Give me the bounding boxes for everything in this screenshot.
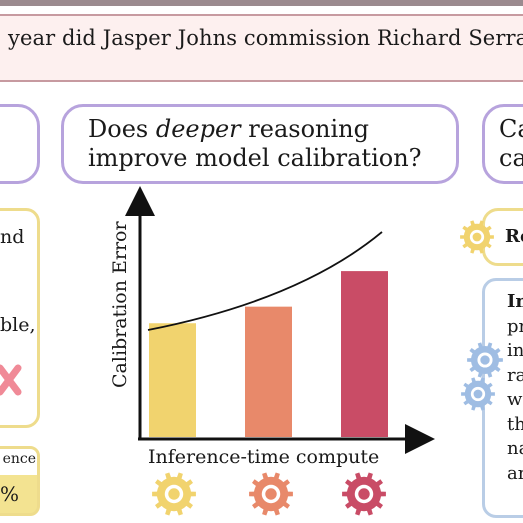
right-card-line: pr xyxy=(507,315,523,337)
trend-curve xyxy=(147,231,383,331)
left-badge-label: ence xyxy=(2,451,36,467)
gear-icon xyxy=(249,472,293,516)
y-axis-label: Calibration Error xyxy=(109,221,131,388)
left-badge-header xyxy=(0,449,37,475)
gear-icon xyxy=(467,342,503,378)
right-card-line: th xyxy=(507,413,523,435)
right-title-line2: ca xyxy=(499,144,523,172)
right-title-line1: Ca xyxy=(499,115,523,143)
title-line1-pre: Does xyxy=(88,115,156,143)
gear-icon xyxy=(342,472,386,516)
x-axis-label: Inference-time compute xyxy=(148,446,379,468)
side-icons xyxy=(0,220,503,411)
left-title-box xyxy=(0,104,40,184)
right-card-line: w xyxy=(507,389,523,410)
left-card-text: nd ble, xyxy=(0,226,40,336)
gear-icons xyxy=(152,472,386,516)
left-card-line: ble, xyxy=(0,314,36,336)
chart-bars xyxy=(149,271,388,437)
cross-icon xyxy=(0,364,22,396)
right-card-text: In pr in ra w th na an xyxy=(507,290,523,486)
center-title: Does deeper reasoning improve model cali… xyxy=(88,115,422,173)
gear-icon xyxy=(461,377,495,411)
question-banner xyxy=(0,14,523,82)
right-card-line: In xyxy=(507,291,523,312)
left-badge xyxy=(0,446,40,516)
right-pill-text: Re xyxy=(505,226,523,247)
gear-icon xyxy=(152,472,196,516)
center-title-box xyxy=(61,104,459,184)
right-card-line: an xyxy=(507,462,523,484)
right-title-box xyxy=(482,104,523,184)
right-card-line: ra xyxy=(507,364,523,386)
right-card-line: na xyxy=(507,438,523,459)
title-emphasis: deeper xyxy=(155,115,241,143)
left-card-line: nd xyxy=(0,226,25,248)
right-card-line: in xyxy=(507,340,523,361)
left-badge-value: % xyxy=(0,482,20,506)
chart-bar xyxy=(149,323,196,437)
right-title: Ca ca xyxy=(499,115,523,173)
chart-bar xyxy=(245,306,292,437)
title-line1-post: reasoning xyxy=(240,115,369,143)
gear-icon xyxy=(460,220,494,254)
title-line2: improve model calibration? xyxy=(88,144,422,172)
chart-bar xyxy=(341,271,388,437)
top-divider xyxy=(0,0,523,6)
question-text: year did Jasper Johns commission Richard… xyxy=(8,26,523,50)
